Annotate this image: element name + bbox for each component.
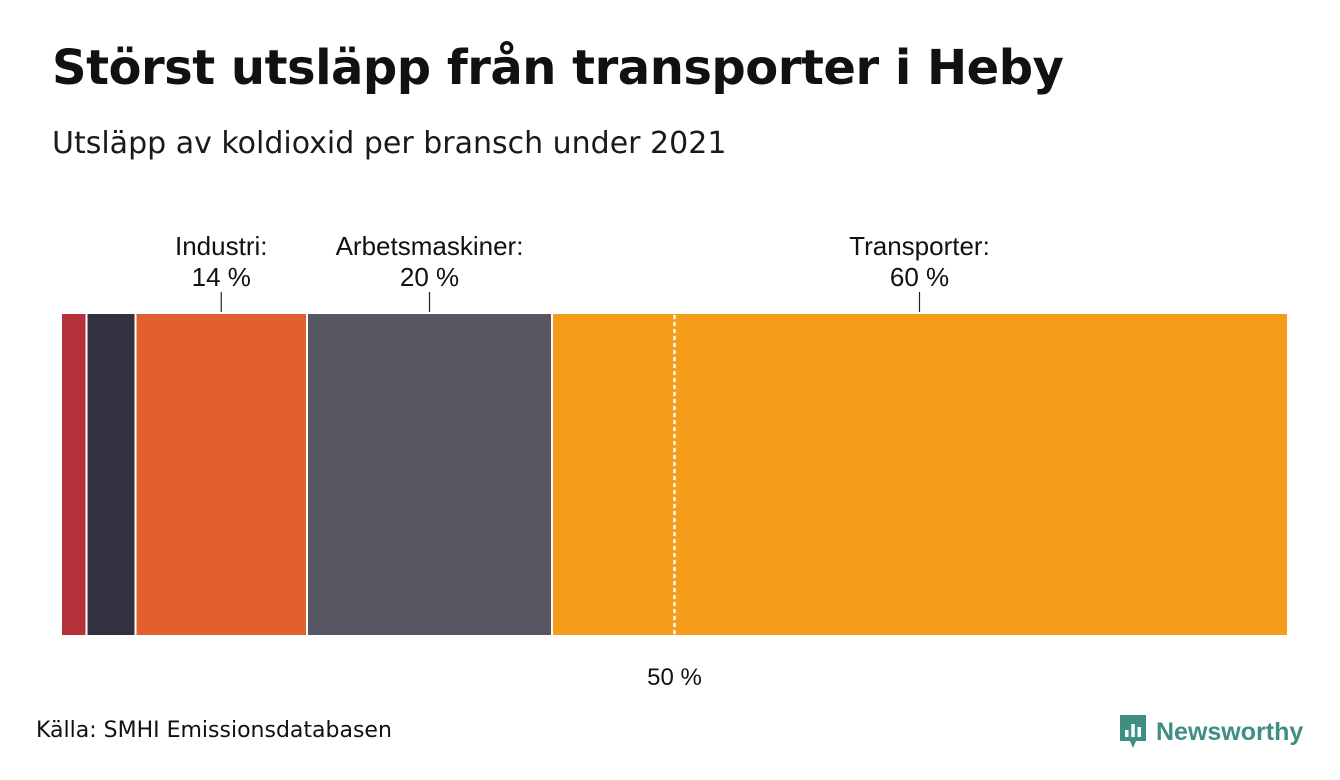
bar-segment-4	[553, 314, 1287, 635]
bar-segment-3	[308, 314, 551, 635]
source-note: Källa: SMHI Emissionsdatabasen	[36, 718, 392, 743]
newsworthy-logo[interactable]: Newsworthy	[1118, 712, 1303, 752]
newsworthy-logo-icon	[1120, 715, 1146, 748]
segment-label-3: Arbetsmaskiner:	[336, 231, 524, 261]
bar-segment-0	[62, 314, 86, 635]
reference-line-label: 50 %	[647, 664, 702, 691]
chart-subtitle: Utsläpp av koldioxid per bransch under 2…	[52, 126, 727, 161]
chart-title: Störst utsläpp från transporter i Heby	[52, 40, 1064, 96]
bar-segment-2	[136, 314, 306, 635]
bar-segment-1	[87, 314, 135, 635]
segment-value-label-4: 60 %	[890, 262, 949, 292]
segment-label-2: Industri:	[175, 231, 268, 261]
segment-value-label-2: 14 %	[192, 262, 251, 292]
logo-text: Newsworthy	[1156, 717, 1304, 746]
segment-value-label-3: 20 %	[400, 262, 459, 292]
segment-label-4: Transporter:	[849, 231, 990, 261]
